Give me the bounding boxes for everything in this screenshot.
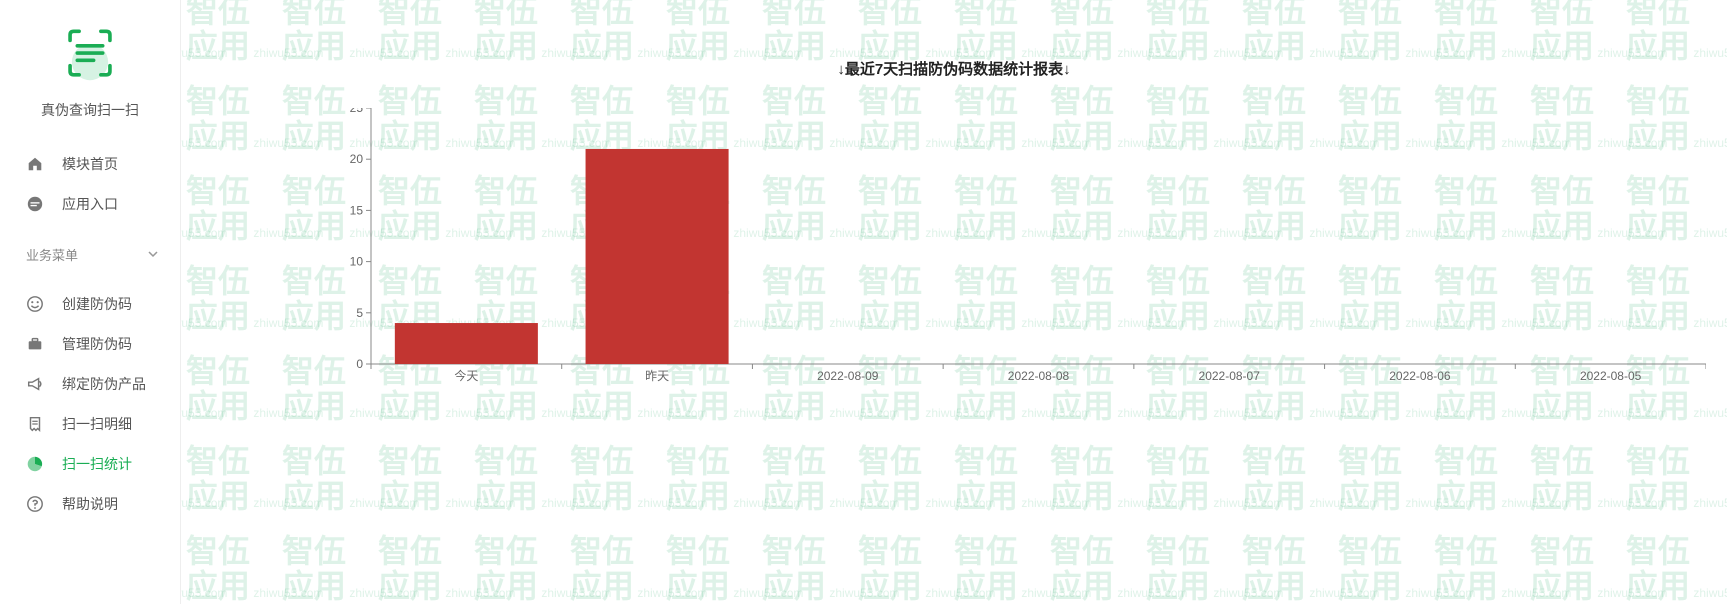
svg-text:5: 5	[356, 306, 363, 320]
svg-text:10: 10	[350, 255, 364, 269]
home-icon	[26, 155, 44, 173]
scan-stats-bar-chart: 0 5 10 15 20 25 今天 昨天 2022-08-09 2022-08-08 2022-0…	[331, 108, 1706, 388]
sidebar-item-biz-0[interactable]: 创建防伪码	[0, 284, 180, 324]
x-axis-label: 2022-08-08	[1008, 369, 1070, 383]
sidebar-item-biz-1[interactable]: 管理防伪码	[0, 324, 180, 364]
sidebar-item-biz-3[interactable]: 扫一扫明细	[0, 404, 180, 444]
svg-text:15: 15	[350, 203, 364, 217]
chevron-down-icon	[144, 245, 162, 263]
x-axis-label: 2022-08-07	[1199, 369, 1261, 383]
x-axis-label: 2022-08-06	[1389, 369, 1451, 383]
help-icon	[26, 495, 44, 513]
chart-title: ↓最近7天扫描防伪码数据统计报表↓	[181, 58, 1727, 79]
x-axis-label: 今天	[454, 368, 478, 383]
sidebar-item-label: 扫一扫明细	[62, 414, 132, 434]
x-axis-label: 2022-08-09	[817, 369, 879, 383]
briefcase-icon	[26, 335, 44, 353]
bar-1[interactable]	[586, 149, 729, 364]
sidebar-item-biz-2[interactable]: 绑定防伪产品	[0, 364, 180, 404]
sidebar-item-label: 管理防伪码	[62, 334, 132, 354]
sidebar-item-biz-5[interactable]: 帮助说明	[0, 484, 180, 524]
receipt-icon	[26, 415, 44, 433]
svg-text:20: 20	[350, 152, 364, 166]
sidebar-item-label: 绑定防伪产品	[62, 374, 146, 394]
sidebar: 真伪查询扫一扫 模块首页应用入口 业务菜单 创建防伪码管理防伪码绑定防伪产品扫一…	[0, 0, 181, 604]
x-axis-label: 2022-08-05	[1580, 369, 1642, 383]
main-content: ↓最近7天扫描防伪码数据统计报表↓ 0 5 10 15 20 25 今天 昨天 2022-08-…	[181, 0, 1727, 604]
sidebar-item-label: 扫一扫统计	[62, 454, 132, 474]
megaphone-icon	[26, 375, 44, 393]
x-axis-label: 昨天	[645, 369, 669, 383]
sidebar-item-top-0[interactable]: 模块首页	[0, 144, 180, 184]
sidebar-item-label: 应用入口	[62, 194, 118, 214]
pie-icon	[26, 455, 44, 473]
app-logo-icon	[61, 24, 119, 82]
smile-icon	[26, 295, 44, 313]
sidebar-section-business[interactable]: 业务菜单	[0, 234, 180, 274]
sidebar-item-biz-4[interactable]: 扫一扫统计	[0, 444, 180, 484]
sidebar-item-label: 帮助说明	[62, 494, 118, 514]
sidebar-item-label: 创建防伪码	[62, 294, 132, 314]
app-title: 真伪查询扫一扫	[41, 100, 139, 120]
sidebar-item-label: 模块首页	[62, 154, 118, 174]
sidebar-section-label: 业务菜单	[26, 245, 78, 264]
chat-icon	[26, 195, 44, 213]
svg-text:0: 0	[356, 357, 363, 371]
bar-0[interactable]	[395, 323, 538, 364]
svg-text:25: 25	[350, 108, 364, 115]
sidebar-item-top-1[interactable]: 应用入口	[0, 184, 180, 224]
